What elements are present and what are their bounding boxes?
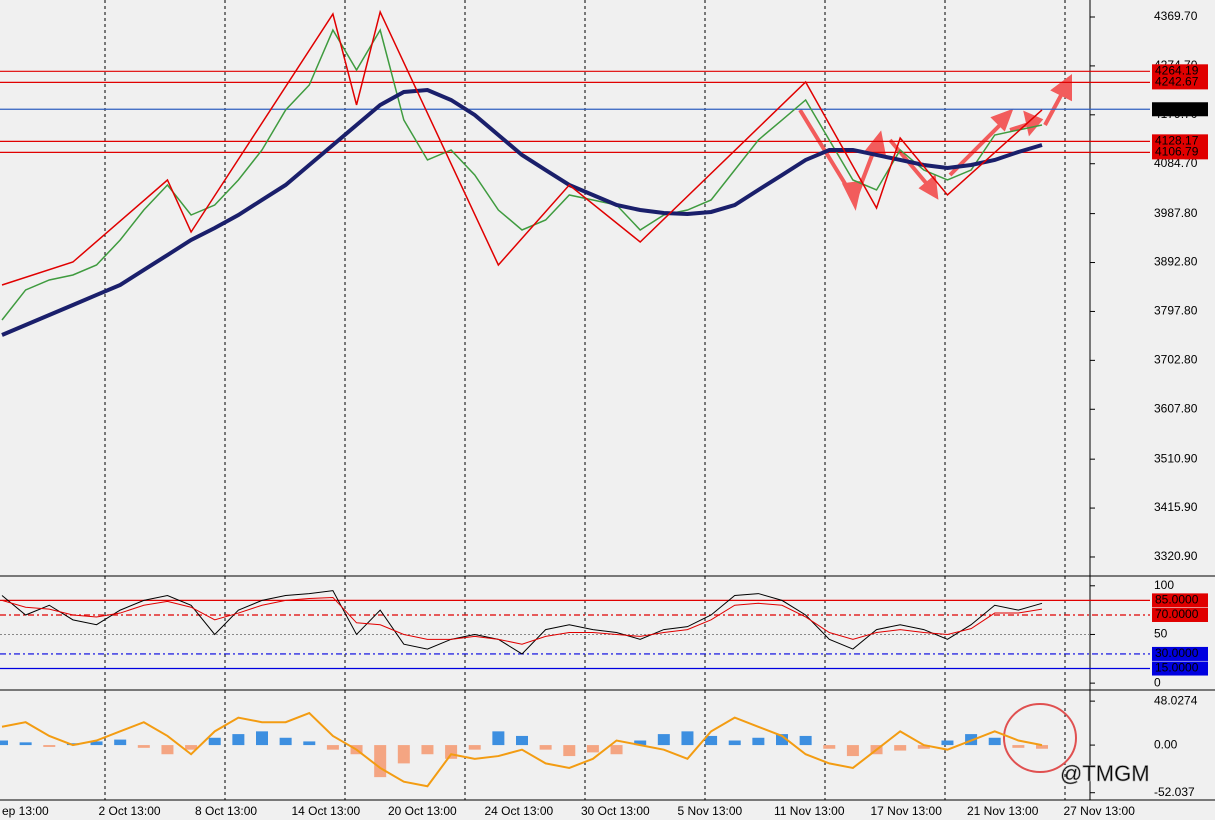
x-tick-label: 17 Nov 13:00 xyxy=(871,804,943,818)
histogram-bar xyxy=(185,745,198,750)
histogram-bar xyxy=(90,741,103,746)
histogram-bar xyxy=(114,739,127,746)
histogram-bar xyxy=(208,737,221,746)
level-label-box xyxy=(1152,75,1208,90)
level-label-box xyxy=(1152,607,1208,622)
histogram-bar xyxy=(610,745,623,755)
histogram-bar xyxy=(752,737,765,746)
histogram-bar xyxy=(988,737,1001,746)
y-tick-label: 100 xyxy=(1154,578,1174,592)
x-tick-label: 2 Oct 13:00 xyxy=(99,804,161,818)
histogram-bar xyxy=(19,742,32,746)
x-tick-label: 27 Nov 13:00 xyxy=(1064,804,1136,818)
y-tick-label: -52.037 xyxy=(1154,785,1195,799)
y-tick-label: 4084.70 xyxy=(1154,156,1198,170)
y-tick-label: 3510.90 xyxy=(1154,451,1198,465)
level-label: 30.0000 xyxy=(1155,646,1199,660)
y-tick-label: 3892.80 xyxy=(1154,255,1198,269)
histogram-bar xyxy=(776,734,788,746)
level-label: 70.0000 xyxy=(1155,607,1199,621)
histogram-bar xyxy=(303,741,316,746)
y-tick-label: 3987.80 xyxy=(1154,206,1198,220)
histogram-bar xyxy=(232,734,245,746)
y-tick-label: 3797.80 xyxy=(1154,304,1198,318)
histogram-bar xyxy=(941,740,954,746)
x-tick-label: 11 Nov 13:00 xyxy=(774,804,845,818)
y-tick-label: 50 xyxy=(1154,627,1168,641)
y-tick-label: 3702.80 xyxy=(1154,353,1198,367)
x-tick-label: 30 Oct 13:00 xyxy=(581,804,650,818)
level-label-box xyxy=(1152,593,1208,608)
level-label-box xyxy=(1152,646,1208,661)
level-label: 4106.79 xyxy=(1155,145,1199,159)
y-tick-label: 3415.90 xyxy=(1154,500,1198,514)
histogram-bar xyxy=(1012,745,1025,748)
histogram-bar xyxy=(161,745,174,755)
y-tick-label: 3607.80 xyxy=(1154,401,1198,415)
histogram-bar xyxy=(799,735,812,746)
series-line xyxy=(1,87,1043,337)
y-tick-label: 3320.90 xyxy=(1154,549,1198,563)
y-tick-label: 48.0274 xyxy=(1154,693,1198,707)
level-label: 4128.17 xyxy=(1155,134,1199,148)
highlight-circle xyxy=(1003,703,1077,773)
histogram-bar xyxy=(374,745,387,778)
level-label: 4264.19 xyxy=(1155,63,1199,77)
histogram-bar xyxy=(539,745,552,750)
x-tick-label: 20 Oct 13:00 xyxy=(388,804,457,818)
histogram-bar xyxy=(657,734,670,746)
x-tick-label: 24 Oct 13:00 xyxy=(485,804,554,818)
level-label: 4190.49 xyxy=(1155,101,1199,115)
level-label-box xyxy=(1152,145,1208,160)
histogram-bar xyxy=(894,745,907,751)
histogram-bar xyxy=(681,731,694,746)
level-label: 85.0000 xyxy=(1155,593,1199,607)
histogram-bar xyxy=(326,745,339,750)
histogram-bar xyxy=(823,745,836,749)
level-label-box xyxy=(1152,661,1208,676)
level-label: 15.0000 xyxy=(1155,661,1199,675)
histogram-bar xyxy=(1036,745,1048,749)
x-tick-label: ep 13:00 xyxy=(2,804,49,818)
histogram-bar xyxy=(586,745,599,753)
level-label-box xyxy=(1152,102,1208,117)
y-tick-label: 0.00 xyxy=(1154,737,1178,751)
histogram-bar xyxy=(421,745,434,755)
histogram-bar xyxy=(279,737,292,746)
series-line xyxy=(1,28,1043,321)
series-line xyxy=(1,596,1043,645)
series-line xyxy=(1,590,1043,655)
histogram-bar xyxy=(917,745,930,749)
histogram-bar xyxy=(397,745,410,764)
level-label: 4242.67 xyxy=(1155,75,1199,89)
frame xyxy=(0,0,1215,801)
histogram-bar xyxy=(634,740,647,746)
y-tick-label: 0 xyxy=(1154,675,1161,689)
histogram-bar xyxy=(468,745,481,750)
x-tick-label: 8 Oct 13:00 xyxy=(195,804,257,818)
histogram-bar xyxy=(492,731,505,746)
histogram-bar xyxy=(256,731,268,746)
x-tick-label: 21 Nov 13:00 xyxy=(967,804,1039,818)
y-tick-label: 4369.70 xyxy=(1154,9,1198,23)
histogram-bar xyxy=(137,745,150,748)
histogram-bar xyxy=(0,740,8,746)
histogram-bar xyxy=(846,745,859,757)
series-line xyxy=(1,9,1043,286)
series-line xyxy=(1,711,1043,788)
histogram-bar xyxy=(563,745,576,757)
level-label-box xyxy=(1152,64,1208,79)
histogram-bar xyxy=(728,740,741,746)
histogram-bar xyxy=(516,735,528,746)
histogram-bar xyxy=(705,735,718,746)
x-tick-label: 14 Oct 13:00 xyxy=(292,804,361,818)
watermark: @TMGM xyxy=(1060,761,1150,786)
histogram-bar xyxy=(43,745,56,747)
level-label-box xyxy=(1152,134,1208,149)
histogram-bar xyxy=(445,745,458,759)
x-tick-label: 5 Nov 13:00 xyxy=(678,804,743,818)
